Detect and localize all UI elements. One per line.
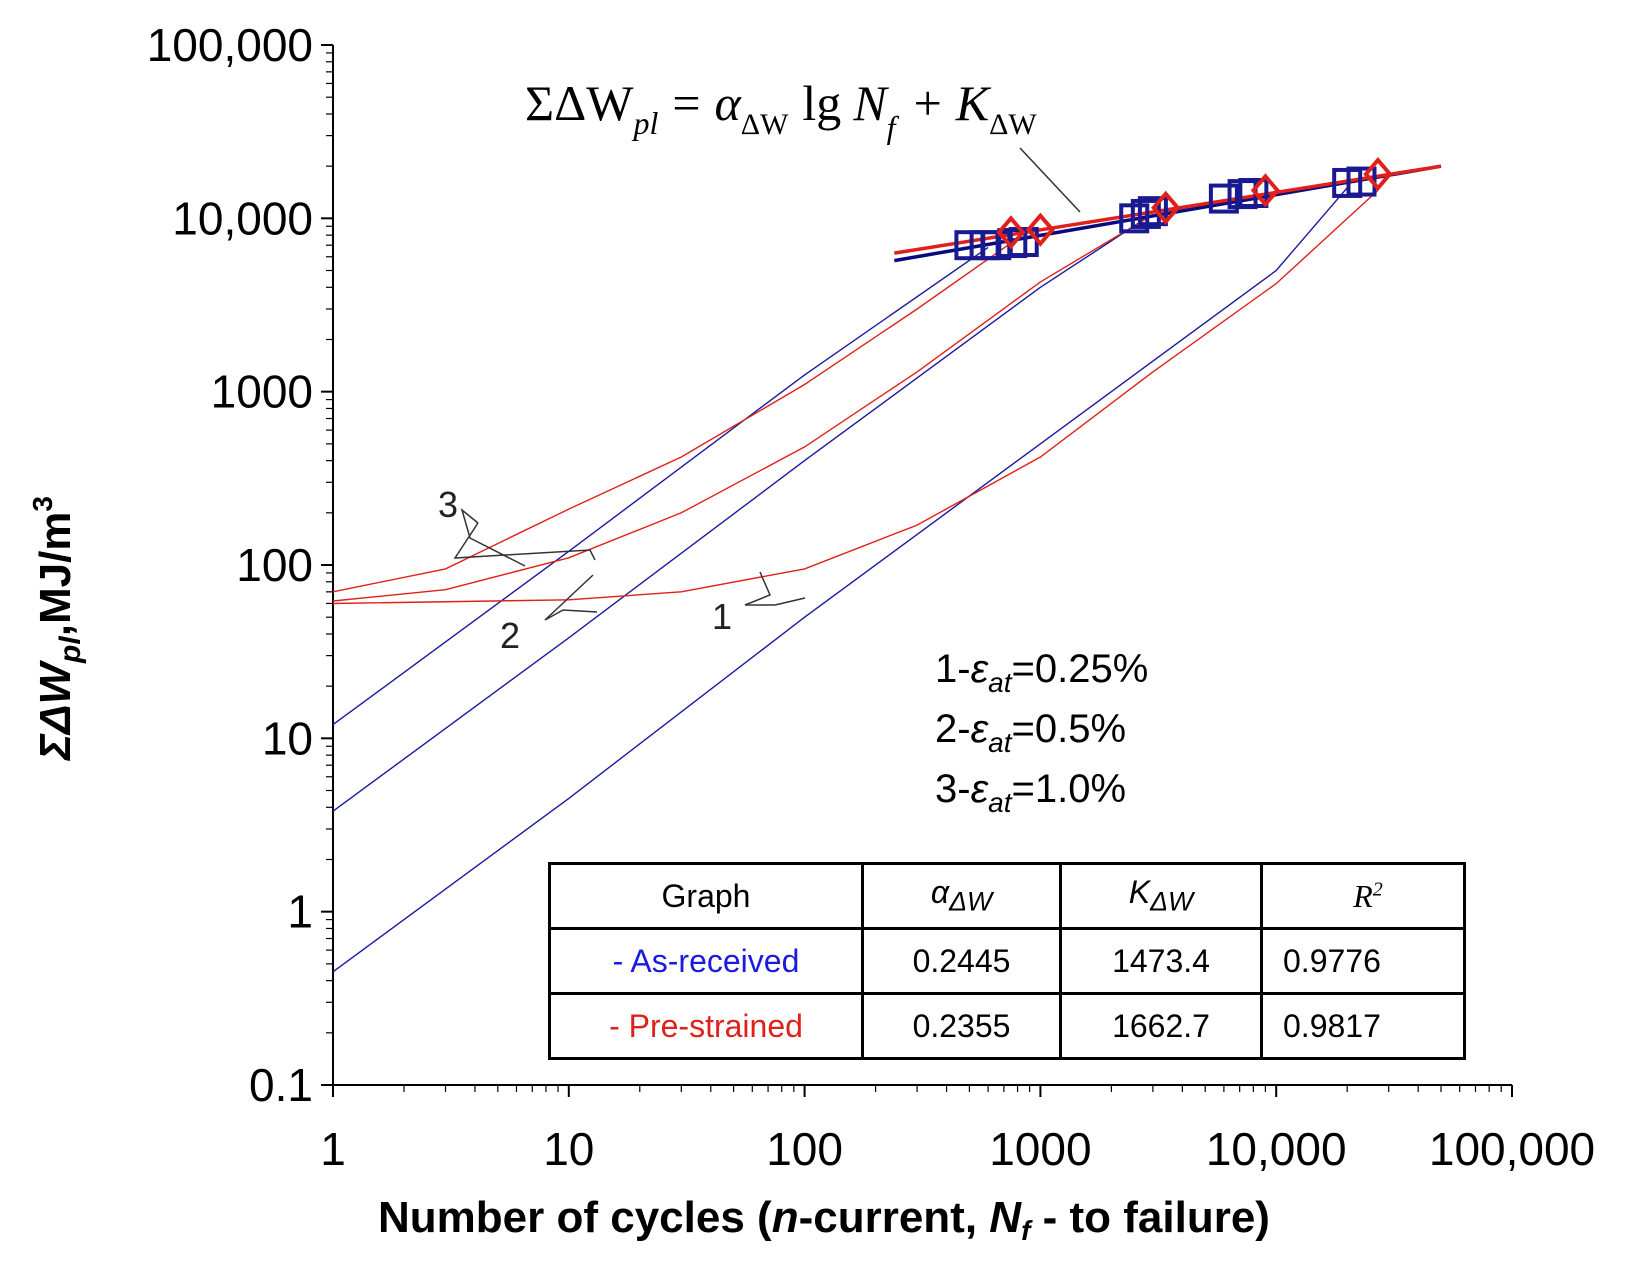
leader-formula <box>1019 147 1081 213</box>
y-tick-label: 1000 <box>211 366 313 418</box>
curve-label-3: 3 <box>438 484 458 525</box>
row-k: 1473.4 <box>1059 927 1263 995</box>
header-k: KΔW <box>1059 862 1263 930</box>
leader-1b <box>745 597 806 606</box>
table-header-row: Graph αΔW KΔW R2 <box>548 862 1466 930</box>
curve-label-2: 2 <box>500 615 520 656</box>
x-tick-labels: 1 10 100 1000 10,000 100,000 <box>320 1123 1595 1175</box>
curve-label-leaders <box>453 147 1081 621</box>
x-tick-label: 10 <box>543 1123 594 1175</box>
x-tick-label: 1000 <box>989 1123 1091 1175</box>
pre-strained-marker <box>996 215 1026 250</box>
table-row: - Pre-strained 0.2355 1662.7 0.9817 <box>548 992 1466 1060</box>
marker-layer <box>954 157 1393 261</box>
as-received-marker <box>1238 178 1269 209</box>
pre-strained-marker <box>1025 212 1056 247</box>
leader-2b <box>544 609 598 621</box>
y-tick-label: 10 <box>262 712 313 764</box>
x-axis-title: Number of cycles (n-current, Nf - to fai… <box>378 1193 1270 1246</box>
row-r2: 0.9817 <box>1260 992 1466 1060</box>
series-line-3 <box>332 242 1012 593</box>
row-alpha: 0.2355 <box>861 992 1062 1060</box>
leader-3b <box>453 522 596 561</box>
x-tick-label: 100,000 <box>1429 1123 1595 1175</box>
leader-3 <box>460 507 526 567</box>
legend-item-2: 2-εat=0.5% <box>935 707 1126 758</box>
series-line-5 <box>332 189 1379 605</box>
row-r2: 0.9776 <box>1260 927 1466 995</box>
series-line-2 <box>332 187 1348 973</box>
x-tick-label: 100 <box>766 1123 843 1175</box>
y-minor-ticks <box>321 44 333 1086</box>
header-r2: R2 <box>1260 862 1466 930</box>
y-tick-label: 100 <box>236 539 313 591</box>
formula: ΣΔWpl = αΔW lg Nf + KΔW <box>525 75 1037 145</box>
fit-parameters-table: Graph αΔW KΔW R2 - As-received 0.2445 14… <box>548 862 1466 1060</box>
pre-strained-marker <box>1250 173 1281 208</box>
leader-1 <box>744 571 771 606</box>
x-tick-label: 1 <box>320 1123 346 1175</box>
series-line-1 <box>332 217 1147 812</box>
curve-label-1: 1 <box>712 596 732 637</box>
pre-strained-marker <box>1151 190 1181 225</box>
y-tick-label: 100,000 <box>147 19 313 71</box>
row-alpha: 0.2445 <box>861 927 1062 995</box>
header-alpha: αΔW <box>861 862 1062 930</box>
y-axis-title: ΣΔWpl,MJ/m3 <box>27 496 87 762</box>
legend-item-1: 1-εat=0.25% <box>935 647 1148 698</box>
series-line-0 <box>332 246 989 726</box>
legend: 1-εat=0.25% 2-εat=0.5% 3-εat=1.0% <box>935 647 1148 818</box>
y-tick-label: 10,000 <box>172 192 313 244</box>
series-line-4 <box>332 214 1154 602</box>
row-graph-pre-strained: - Pre-strained <box>548 992 864 1060</box>
y-tick-label: 1 <box>287 886 313 938</box>
row-graph-as-received: - As-received <box>548 927 864 995</box>
leader-2 <box>544 574 594 621</box>
as-received-marker <box>1208 183 1239 214</box>
formula-lhs-sub: pl <box>631 105 658 141</box>
pre-strained-marker <box>1363 157 1393 192</box>
y-tick-labels: 0.1 1 10 100 1000 10,000 100,000 <box>147 19 313 1111</box>
series-layer <box>332 164 1442 973</box>
header-graph: Graph <box>548 862 864 930</box>
as-received-marker <box>1137 196 1168 227</box>
row-k: 1662.7 <box>1059 992 1263 1060</box>
legend-item-3: 3-εat=1.0% <box>935 767 1126 818</box>
table-row: - As-received 0.2445 1473.4 0.9776 <box>548 927 1466 995</box>
x-tick-label: 10,000 <box>1206 1123 1347 1175</box>
x-minor-ticks <box>332 1085 1513 1097</box>
y-tick-label: 0.1 <box>249 1059 313 1111</box>
